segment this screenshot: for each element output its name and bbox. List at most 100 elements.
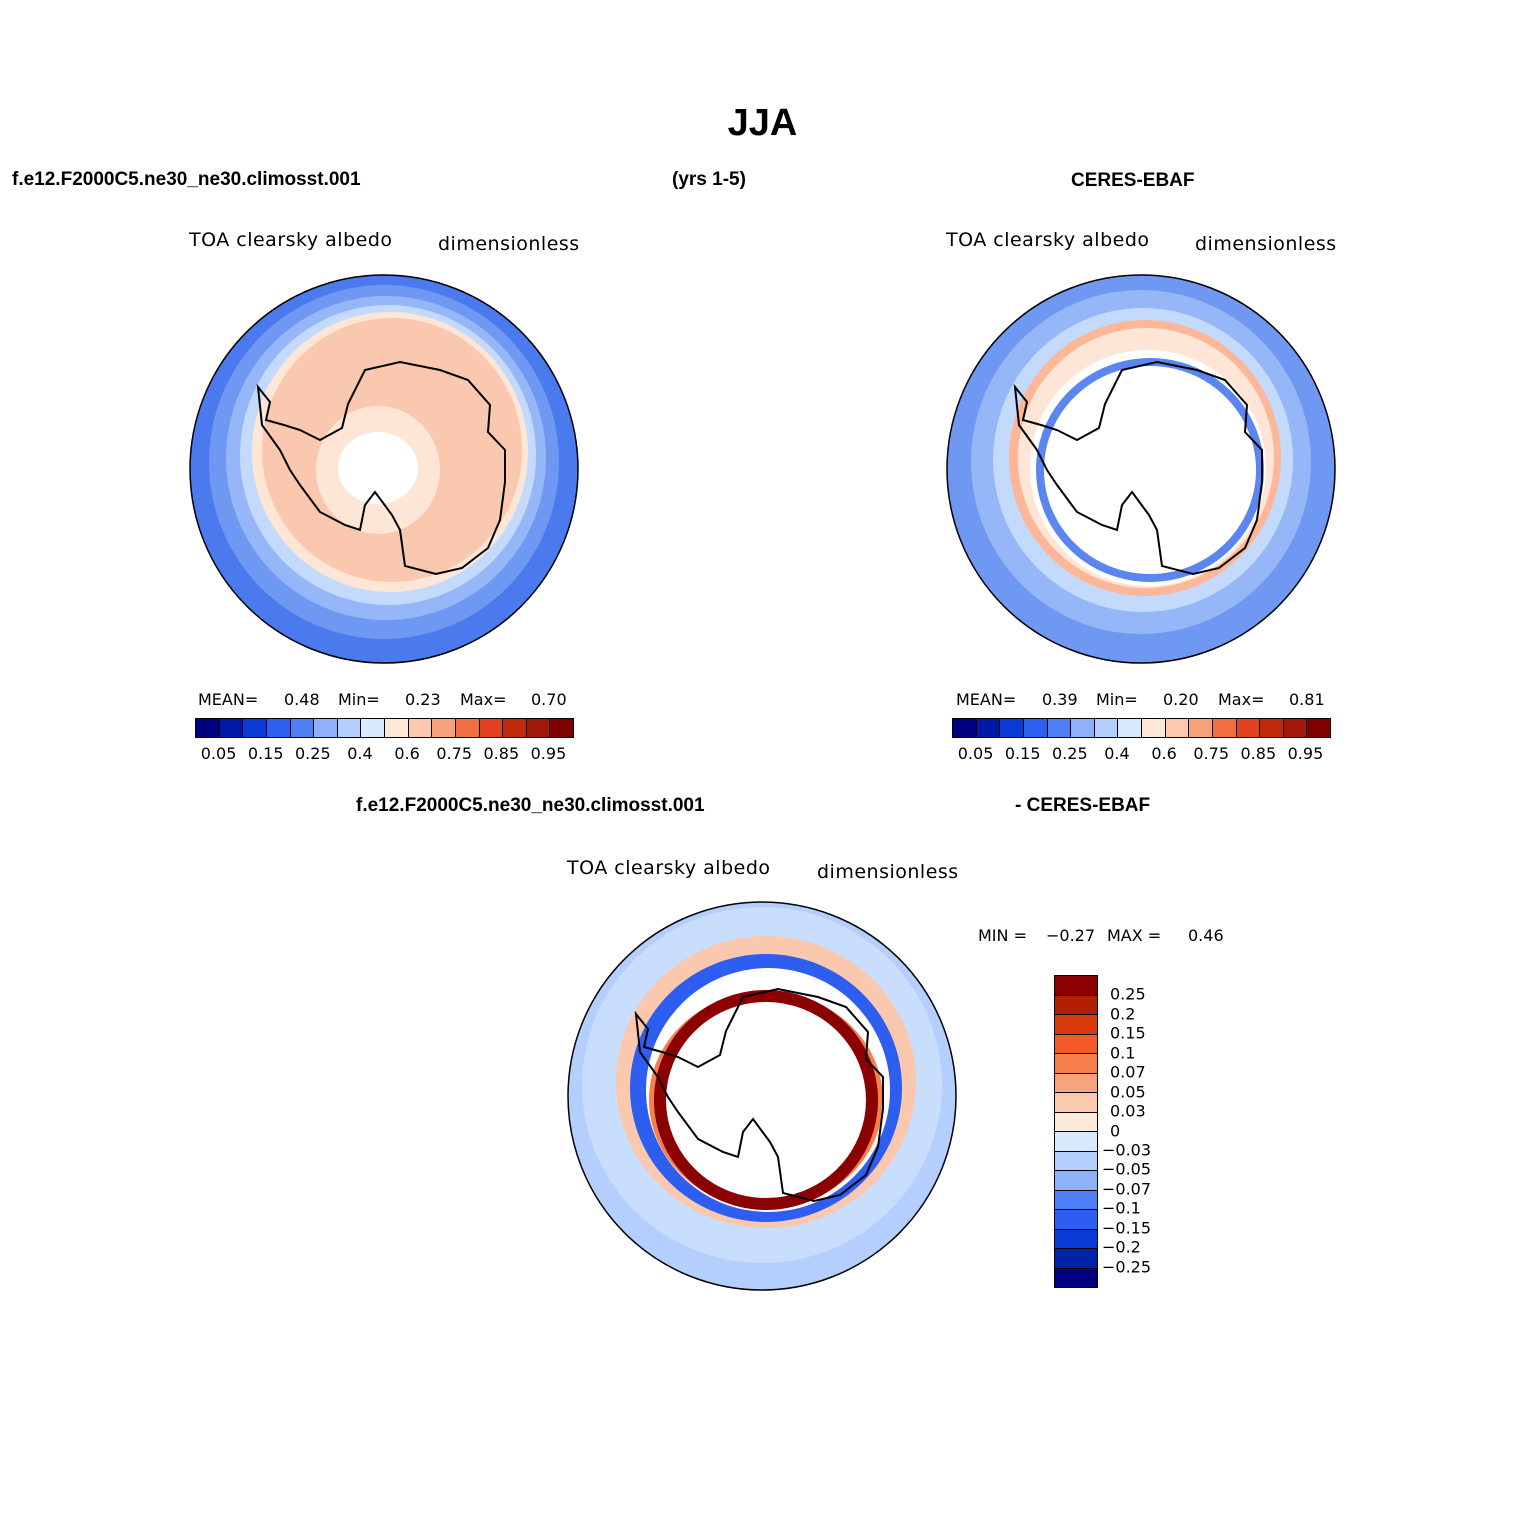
obs-name: CERES-EBAF	[1071, 170, 1195, 191]
obs-variable-label: TOA clearsky albedo	[946, 229, 1150, 251]
colorbar-swatch	[1094, 719, 1119, 737]
model-variable-label: TOA clearsky albedo	[189, 229, 393, 251]
colorbar-swatch	[196, 719, 220, 737]
colorbar-swatch	[1055, 1249, 1097, 1269]
diff-variable-label: TOA clearsky albedo	[567, 857, 771, 879]
colorbar-tick-label: 0.15	[1004, 744, 1041, 763]
colorbar-tick-label: 0.15	[1110, 1023, 1146, 1043]
obs-min-value: 0.20	[1163, 690, 1199, 709]
colorbar-tick-label: 0.05	[200, 744, 237, 763]
colorbar-swatch	[408, 719, 433, 737]
diff-max-value: 0.46	[1188, 926, 1224, 945]
colorbar-swatch	[1189, 719, 1213, 737]
colorbar-swatch	[1142, 719, 1166, 737]
colorbar-swatch	[1055, 1073, 1097, 1093]
model-mean-value: 0.48	[284, 690, 320, 709]
obs-min-label: Min=	[1096, 690, 1138, 709]
colorbar-tick-label: 0.25	[1110, 984, 1146, 1004]
colorbar-swatch	[1055, 1229, 1097, 1249]
colorbar-swatch	[1055, 1132, 1097, 1152]
colorbar-swatch	[1055, 1268, 1097, 1287]
years-label: (yrs 1-5)	[672, 169, 746, 190]
obs-mean-label: MEAN=	[956, 690, 1017, 709]
colorbar-tick-label: 0.05	[957, 744, 994, 763]
colorbar-swatch	[1055, 995, 1097, 1015]
colorbar-swatch	[1165, 719, 1190, 737]
colorbar-tick-label: 0.25	[295, 744, 331, 763]
diff-min-label: MIN =	[978, 926, 1027, 945]
diff-colorbar-ticks: 0.25 0.2 0.15 0.1 0.07 0.05 0.03 0 −0.03 −0.05 −0.…	[1102, 975, 1182, 1286]
colorbar-swatch	[243, 719, 267, 737]
colorbar-tick-label: 0	[1110, 1121, 1121, 1140]
colorbar-tick-label: 0.75	[1193, 744, 1229, 763]
obs-max-label: Max=	[1218, 690, 1265, 709]
diff-obs-name: - CERES-EBAF	[1015, 795, 1151, 816]
colorbar-tick-label: 0.85	[483, 744, 520, 763]
colorbar-tick-label: −0.25	[1102, 1257, 1152, 1277]
colorbar-swatch	[1283, 719, 1308, 737]
colorbar-tick-label: 0.6	[1151, 744, 1177, 763]
diff-model-name: f.e12.F2000C5.ne30_ne30.climosst.001	[356, 795, 705, 816]
obs-colorbar-ticks: 0.05 0.15 0.25 0.4 0.6 0.75 0.85 0.95	[952, 744, 1329, 764]
figure-title: JJA	[727, 102, 798, 144]
colorbar-swatch	[1023, 719, 1048, 737]
model-colorbar	[195, 718, 574, 738]
diff-units-label: dimensionless	[817, 861, 959, 883]
colorbar-swatch	[1055, 1190, 1097, 1210]
diff-max-label: MAX =	[1107, 926, 1162, 945]
colorbar-swatch	[1236, 719, 1261, 737]
colorbar-tick-label: 0.95	[530, 744, 567, 763]
colorbar-tick-label: 0.6	[394, 744, 420, 763]
colorbar-swatch	[1055, 1054, 1097, 1074]
model-case-name: f.e12.F2000C5.ne30_ne30.climosst.001	[12, 169, 361, 190]
colorbar-swatch	[550, 719, 573, 737]
colorbar-swatch	[1047, 719, 1072, 737]
model-max-value: 0.70	[531, 690, 567, 709]
colorbar-tick-label: −0.1	[1102, 1198, 1141, 1218]
model-min-value: 0.23	[405, 690, 441, 709]
colorbar-swatch	[337, 719, 362, 737]
model-units-label: dimensionless	[438, 233, 580, 255]
colorbar-swatch	[1055, 976, 1097, 996]
colorbar-swatch	[361, 719, 385, 737]
colorbar-swatch	[1212, 719, 1237, 737]
colorbar-tick-label: 0.2	[1110, 1004, 1136, 1024]
colorbar-tick-label: −0.2	[1102, 1237, 1141, 1257]
colorbar-tick-label: 0.07	[1110, 1062, 1146, 1082]
colorbar-swatch	[1055, 1151, 1097, 1171]
colorbar-swatch	[290, 719, 315, 737]
obs-colorbar	[952, 718, 1331, 738]
colorbar-swatch	[953, 719, 977, 737]
diff-min-value: −0.27	[1046, 926, 1096, 945]
colorbar-swatch	[314, 719, 338, 737]
model-mean-label: MEAN=	[198, 690, 259, 709]
diff-colorbar	[1054, 975, 1098, 1288]
colorbar-tick-label: 0.25	[1052, 744, 1088, 763]
colorbar-swatch	[1000, 719, 1024, 737]
colorbar-swatch	[1307, 719, 1330, 737]
colorbar-tick-label: 0.85	[1240, 744, 1277, 763]
colorbar-swatch	[503, 719, 527, 737]
obs-max-value: 0.81	[1289, 690, 1325, 709]
colorbar-tick-label: 0.4	[1104, 744, 1130, 763]
obs-mean-value: 0.39	[1042, 690, 1078, 709]
colorbar-swatch	[1055, 1210, 1097, 1230]
colorbar-swatch	[1055, 1093, 1097, 1113]
colorbar-tick-label: −0.15	[1102, 1218, 1152, 1238]
colorbar-swatch	[1118, 719, 1142, 737]
colorbar-tick-label: −0.03	[1102, 1140, 1152, 1160]
colorbar-tick-label: −0.07	[1102, 1179, 1152, 1199]
colorbar-tick-label: 0.1	[1110, 1043, 1136, 1063]
colorbar-tick-label: 0.05	[1110, 1082, 1146, 1102]
colorbar-tick-label: 0.95	[1287, 744, 1324, 763]
colorbar-swatch	[455, 719, 480, 737]
colorbar-tick-label: 0.15	[247, 744, 284, 763]
colorbar-swatch	[385, 719, 409, 737]
colorbar-swatch	[432, 719, 456, 737]
colorbar-swatch	[526, 719, 551, 737]
colorbar-swatch	[976, 719, 1001, 737]
colorbar-swatch	[1260, 719, 1284, 737]
colorbar-swatch	[1071, 719, 1095, 737]
colorbar-tick-label: 0.75	[436, 744, 472, 763]
model-colorbar-ticks: 0.05 0.15 0.25 0.4 0.6 0.75 0.85 0.95	[195, 744, 572, 764]
